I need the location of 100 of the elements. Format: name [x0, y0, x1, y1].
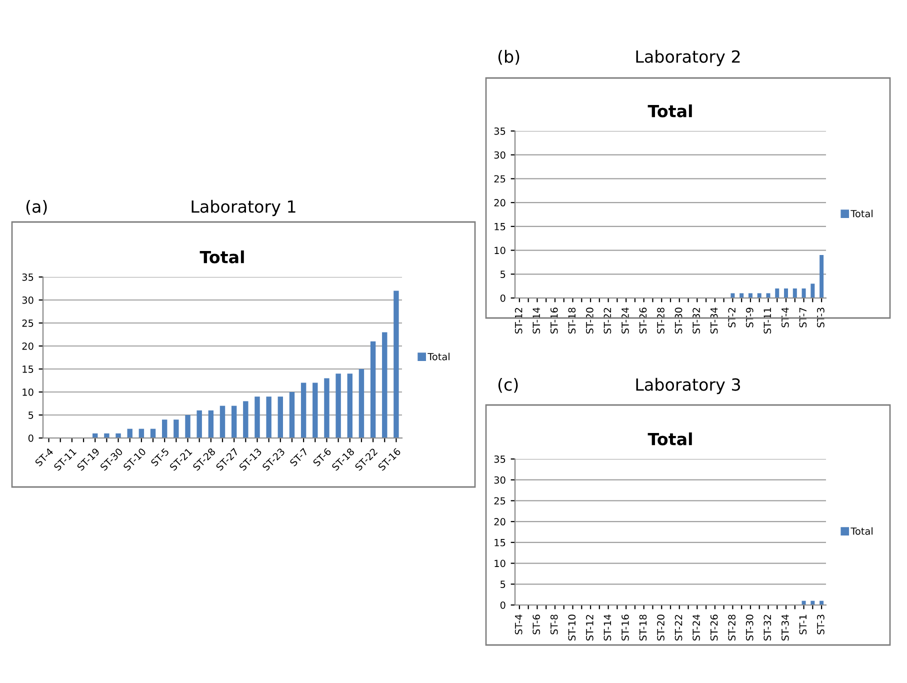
bar [174, 420, 179, 438]
bar [382, 332, 388, 438]
x-tick-label: ST-20 [657, 614, 664, 640]
x-tick-label: ST-8 [550, 614, 558, 634]
x-tick-label: ST-3 [817, 614, 824, 634]
chart-title: Laboratory 1 [192, 200, 296, 216]
x-tick-label: ST-22 [674, 615, 682, 640]
x-tick-label: ST-28 [657, 308, 664, 334]
bar [358, 369, 364, 438]
bar [802, 288, 806, 298]
bar [243, 401, 248, 438]
bar [394, 290, 399, 438]
y-tick-label: 5 [28, 412, 34, 419]
x-tick-label: ST-16 [550, 308, 558, 334]
x-tick-label: ST-26 [710, 614, 718, 640]
y-tick-label: 0 [500, 601, 506, 609]
x-tick-label: ST-34 [781, 614, 789, 640]
x-tick-label: ST-12 [514, 308, 522, 334]
x-tick-label: ST-14 [604, 614, 612, 640]
x-tick-label: ST-3 [817, 308, 824, 328]
bar [370, 341, 376, 438]
x-tick-label: ST-9 [746, 308, 754, 328]
bar [775, 288, 780, 298]
y-tick-label: 25 [494, 175, 506, 183]
chart-title: Laboratory 2 [636, 50, 740, 66]
y-tick-label: 10 [22, 388, 34, 396]
x-tick-label: ST-7 [799, 308, 807, 328]
x-tick-label: ST-11 [764, 308, 772, 334]
y-tick-label: 30 [22, 296, 34, 304]
bar [116, 433, 121, 438]
y-tick-label: 0 [500, 294, 506, 302]
bar [730, 293, 735, 298]
x-tick-label: ST-1 [799, 614, 807, 634]
bar [254, 396, 260, 438]
bar [784, 288, 788, 298]
y-tick-label: 35 [22, 273, 34, 281]
bar [289, 392, 295, 438]
bar [185, 415, 190, 438]
bar [208, 410, 214, 438]
bar [748, 293, 752, 298]
bar [347, 374, 352, 438]
x-tick-label: ST-16 [622, 614, 629, 640]
bar [820, 255, 824, 298]
legend-label: Total [850, 527, 872, 535]
x-tick-label: ST-4 [781, 308, 789, 328]
text: (b) [498, 50, 520, 65]
bar [740, 293, 744, 298]
y-tick-label: 15 [494, 539, 506, 546]
bar [278, 396, 284, 438]
y-tick-label: 5 [500, 580, 506, 588]
text: (a) [26, 200, 47, 215]
bar [231, 406, 237, 438]
x-tick-label: ST-20 [586, 308, 594, 334]
x-tick-label: ST-18 [639, 614, 647, 640]
x-tick-label: ST-10 [568, 614, 576, 640]
x-tick-label: ST-32 [692, 308, 700, 334]
bar [757, 293, 762, 298]
x-tick-label: ST-24 [692, 614, 700, 640]
y-tick-label: 20 [494, 518, 506, 526]
x-tick-label: ST-18 [568, 308, 576, 334]
x-tick-label: ST-14 [532, 308, 540, 334]
y-tick-label: 35 [494, 455, 506, 463]
bar [196, 410, 202, 438]
bar [336, 374, 341, 438]
y-tick-label: 20 [22, 342, 34, 350]
text: (c) [498, 378, 518, 393]
legend-label: Total [850, 210, 872, 218]
chart-title: Laboratory 3 [636, 378, 740, 394]
y-tick-label: 25 [22, 319, 34, 327]
x-tick-label: ST-12 [586, 615, 594, 640]
chart-subtitle: Total [648, 104, 692, 118]
bar [127, 428, 132, 438]
y-tick-label: 0 [28, 434, 34, 442]
y-tick-label: 25 [494, 497, 506, 505]
y-tick-label: 10 [494, 560, 506, 568]
y-tick-label: 30 [494, 476, 506, 484]
y-tick-label: 30 [494, 151, 506, 159]
bar [792, 288, 797, 298]
bar [162, 420, 168, 438]
y-tick-label: 10 [494, 246, 506, 254]
y-tick-label: 20 [494, 199, 506, 206]
x-tick-label: ST-34 [710, 308, 718, 334]
x-tick-label: ST-30 [674, 308, 682, 334]
y-tick-label: 15 [494, 223, 506, 230]
chart-subtitle: Total [648, 432, 692, 446]
chart-subtitle: Total [200, 250, 244, 264]
bar [766, 293, 770, 298]
bar [810, 284, 815, 298]
x-tick-label: ST-4 [514, 614, 522, 634]
bar [324, 378, 330, 438]
y-tick-label: 35 [494, 127, 506, 135]
x-tick-label: ST-6 [532, 614, 540, 634]
y-tick-label: 15 [22, 366, 34, 373]
y-tick-label: 5 [500, 270, 506, 278]
x-tick-label: ST-2 [728, 308, 736, 328]
bar [300, 382, 306, 438]
x-tick-label: ST-24 [622, 308, 629, 334]
x-tick-label: ST-30 [746, 614, 754, 640]
bar [312, 382, 318, 438]
x-tick-label: ST-32 [764, 615, 772, 640]
